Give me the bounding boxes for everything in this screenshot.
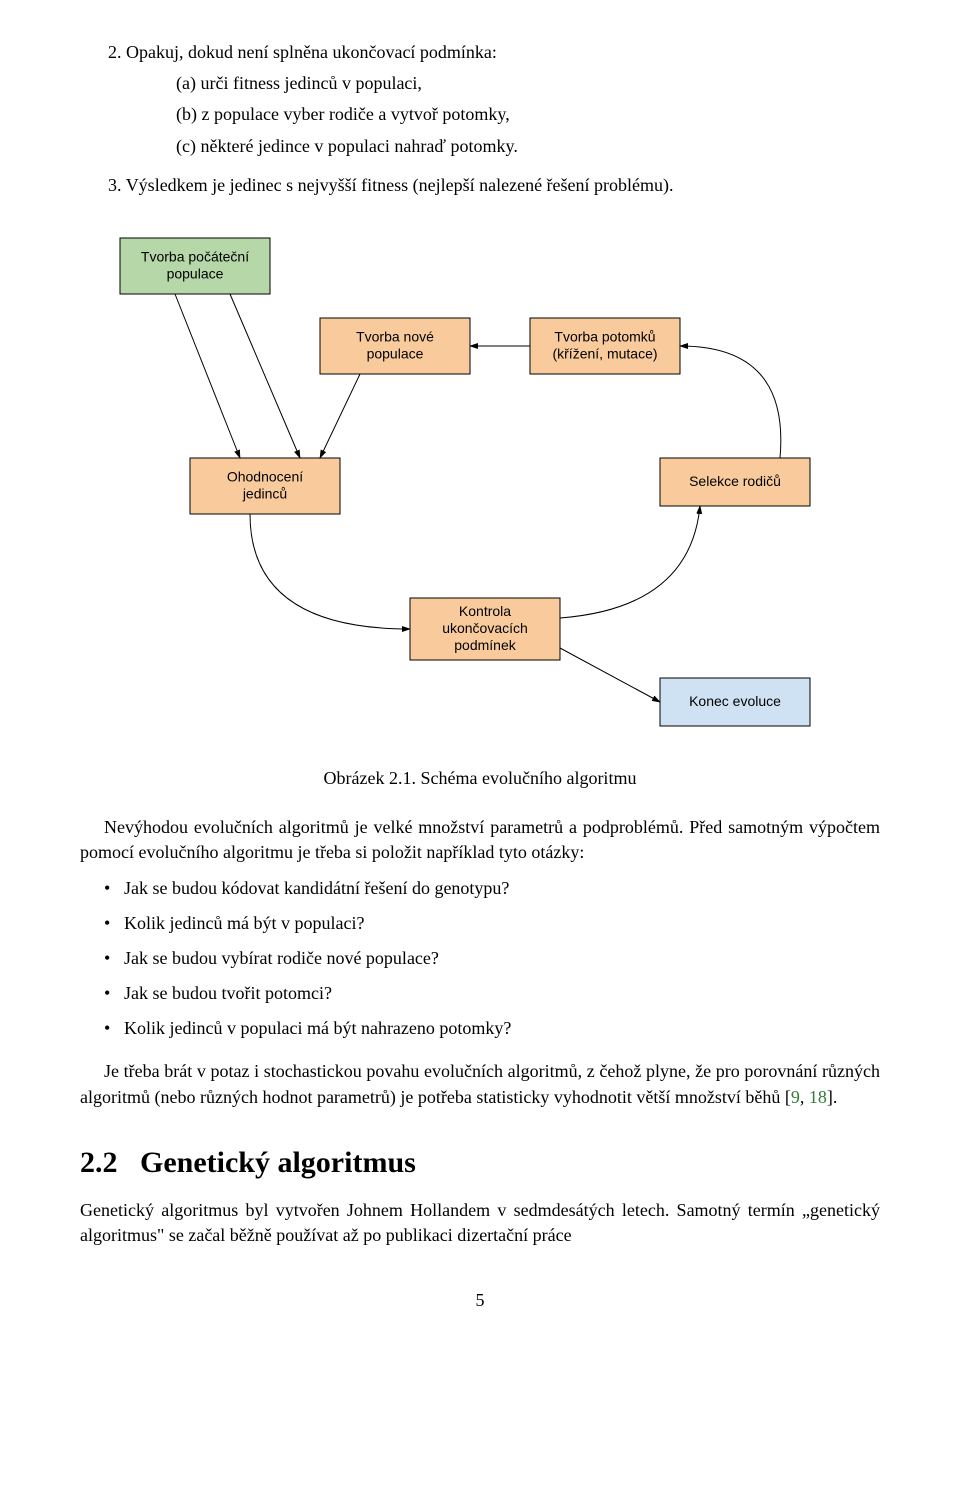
svg-text:Ohodnocení: Ohodnocení [227, 468, 303, 484]
section-heading: 2.2 Genetický algoritmus [80, 1142, 880, 1184]
edge-eval-check [250, 514, 410, 629]
svg-text:Konec evoluce: Konec evoluce [689, 693, 781, 709]
sub-c-text: některé jedince v populaci nahraď potomk… [200, 136, 517, 156]
sublist-item-a: (a) urči fitness jedinců v populaci, [176, 71, 880, 96]
sublist-item-c: (c) některé jedince v populaci nahraď po… [176, 134, 880, 159]
flow-node-eval: Ohodnoceníjedinců [190, 458, 340, 514]
svg-text:Tvorba potomků: Tvorba potomků [554, 328, 655, 344]
flowchart-diagram: Tvorba počátečnípopulaceTvorba novépopul… [100, 228, 860, 748]
sub-c-label: (c) [176, 136, 196, 156]
edge-select-offspr [680, 346, 781, 458]
flow-node-select: Selekce rodičů [660, 458, 810, 506]
paragraph-stochastic: Je třeba brát v potaz i stochastickou po… [80, 1059, 880, 1109]
flow-node-offspr: Tvorba potomků(křížení, mutace) [530, 318, 680, 374]
flow-node-newpop: Tvorba novépopulace [320, 318, 470, 374]
svg-text:(křížení, mutace): (křížení, mutace) [552, 345, 657, 361]
svg-text:Selekce rodičů: Selekce rodičů [689, 473, 781, 489]
edge-start-eval [175, 294, 240, 458]
list-item-3: 3. Výsledkem je jedinec s nejvyšší fitne… [108, 173, 880, 198]
page-number: 5 [80, 1288, 880, 1313]
paragraph-ga-intro: Genetický algoritmus byl vytvořen Johnem… [80, 1198, 880, 1248]
bullet-3: Jak se budou vybírat rodiče nové populac… [124, 946, 880, 971]
sublist-item-b: (b) z populace vyber rodiče a vytvoř pot… [176, 102, 880, 127]
bullet-2: Kolik jedinců má být v populaci? [124, 911, 880, 936]
sub-b-text: z populace vyber rodiče a vytvoř potomky… [202, 104, 510, 124]
svg-text:populace: populace [367, 345, 424, 361]
para2-post: ]. [827, 1087, 838, 1107]
svg-text:Kontrola: Kontrola [459, 603, 511, 619]
section-number: 2.2 [80, 1146, 118, 1179]
citation-9[interactable]: 9 [791, 1087, 800, 1107]
svg-text:jedinců: jedinců [242, 485, 287, 501]
bullet-5: Kolik jedinců v populaci má být nahrazen… [124, 1016, 880, 1041]
edge-newpop-eval [320, 374, 360, 458]
svg-text:ukončovacích: ukončovacích [442, 620, 528, 636]
list-text-2: Opakuj, dokud není splněna ukončovací po… [126, 42, 497, 62]
edge-start-eval-2 [230, 294, 300, 458]
sub-a-text: urči fitness jedinců v populaci, [200, 73, 421, 93]
edge-check-select [560, 506, 700, 618]
svg-text:Tvorba nové: Tvorba nové [356, 328, 434, 344]
list-num-2: 2. [108, 42, 122, 62]
svg-text:Tvorba počáteční: Tvorba počáteční [141, 248, 249, 264]
figure-caption: Obrázek 2.1. Schéma evolučního algoritmu [80, 766, 880, 791]
list-text-3: Výsledkem je jedinec s nejvyšší fitness … [126, 175, 674, 195]
flow-node-start: Tvorba počátečnípopulace [120, 238, 270, 294]
sub-b-label: (b) [176, 104, 197, 124]
paragraph-disadvantage: Nevýhodou evolučních algoritmů je velké … [80, 815, 880, 865]
list-item-2: 2. Opakuj, dokud není splněna ukončovací… [108, 40, 880, 159]
sub-a-label: (a) [176, 73, 196, 93]
flow-node-end: Konec evoluce [660, 678, 810, 726]
bullet-1: Jak se budou kódovat kandidátní řešení d… [124, 876, 880, 901]
citation-18[interactable]: 18 [809, 1087, 827, 1107]
bullet-4: Jak se budou tvořit potomci? [124, 981, 880, 1006]
svg-text:populace: populace [167, 265, 224, 281]
flow-node-check: Kontrolaukončovacíchpodmínek [410, 598, 560, 660]
edge-check-end [560, 648, 660, 702]
svg-text:podmínek: podmínek [454, 637, 516, 653]
list-num-3: 3. [108, 175, 122, 195]
section-title: Genetický algoritmus [140, 1146, 416, 1179]
para2-mid: , [800, 1087, 809, 1107]
para2-pre: Je třeba brát v potaz i stochastickou po… [80, 1061, 880, 1106]
